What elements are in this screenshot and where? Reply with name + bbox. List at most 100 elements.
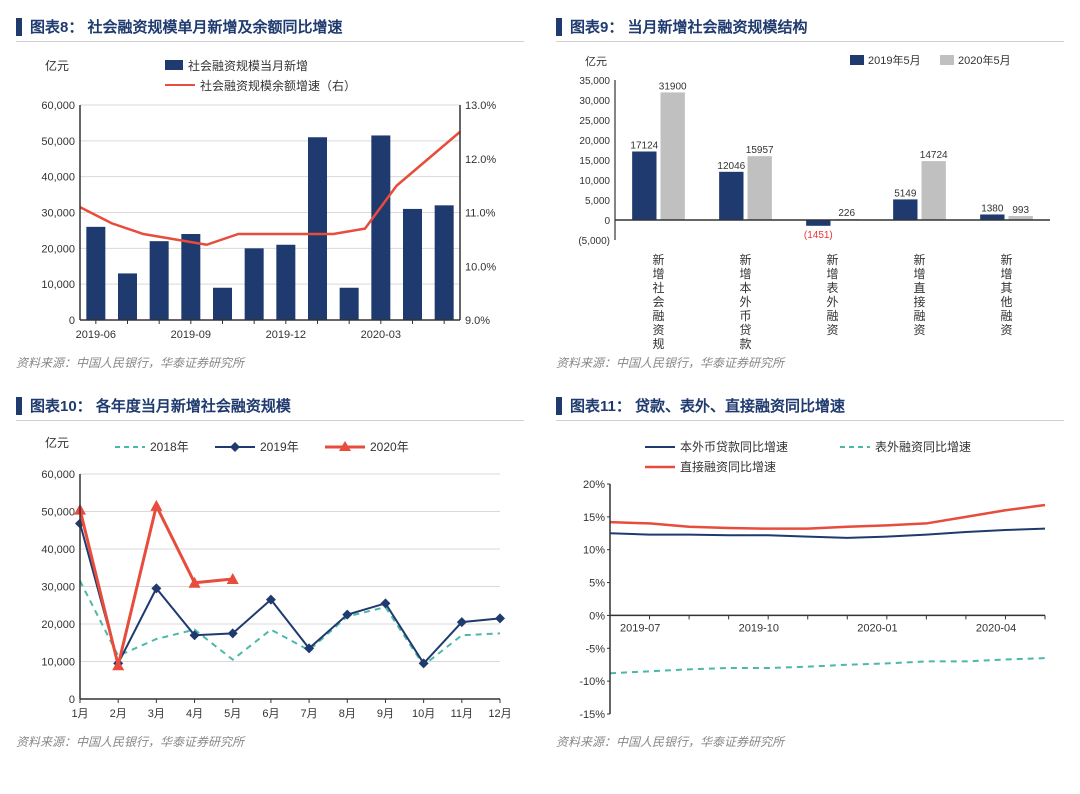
- svg-text:资: 资: [652, 323, 664, 337]
- svg-text:2020-04: 2020-04: [976, 622, 1016, 634]
- chart9-source: 资料来源：中国人民银行，华泰证券研究所: [556, 354, 1064, 371]
- svg-text:他: 他: [1000, 295, 1012, 309]
- svg-text:融: 融: [826, 309, 838, 323]
- chart10-title-bar: 图表10： 各年度当月新增社会融资规模: [16, 395, 524, 421]
- svg-text:2020-03: 2020-03: [361, 329, 401, 341]
- chart9-panel: 图表9： 当月新增社会融资规模结构 亿元2019年5月2020年5月(5,000…: [556, 16, 1064, 371]
- chart11-panel: 图表11： 贷款、表外、直接融资同比增速 本外币贷款同比增速 表外融资同比增速直接…: [556, 395, 1064, 750]
- svg-text:融: 融: [913, 309, 925, 323]
- svg-text:12月: 12月: [488, 708, 511, 720]
- svg-text:2019-10: 2019-10: [739, 622, 779, 634]
- svg-text:0: 0: [69, 694, 75, 706]
- svg-text:-15%: -15%: [579, 709, 605, 721]
- svg-text:2019年5月: 2019年5月: [868, 53, 921, 67]
- svg-text:接: 接: [913, 294, 925, 309]
- svg-text:30,000: 30,000: [579, 96, 610, 107]
- svg-text:增: 增: [652, 267, 664, 281]
- svg-text:社会融资规模余额增速（右）: 社会融资规模余额增速（右）: [200, 78, 356, 93]
- svg-text:资: 资: [1000, 323, 1012, 337]
- svg-text:6月: 6月: [262, 708, 279, 720]
- title-block-icon: [556, 18, 562, 36]
- svg-text:新: 新: [913, 252, 925, 267]
- chart8-title-bar: 图表8： 社会融资规模单月新增及余额同比增速: [16, 16, 524, 42]
- chart11-title-bar: 图表11： 贷款、表外、直接融资同比增速: [556, 395, 1064, 421]
- svg-text:10月: 10月: [412, 708, 435, 720]
- chart9-title: 图表9： 当月新增社会融资规模结构: [570, 16, 808, 37]
- svg-text:40,000: 40,000: [41, 544, 75, 556]
- svg-text:直接融资同比增速: 直接融资同比增速: [680, 459, 776, 474]
- svg-text:外: 外: [739, 295, 751, 309]
- svg-text:25,000: 25,000: [579, 116, 610, 127]
- svg-text:3月: 3月: [148, 708, 165, 720]
- title-block-icon: [16, 18, 22, 36]
- svg-text:10,000: 10,000: [41, 657, 75, 669]
- svg-text:30,000: 30,000: [41, 582, 75, 594]
- svg-text:2月: 2月: [110, 708, 127, 720]
- svg-text:款: 款: [739, 337, 751, 350]
- svg-text:增: 增: [913, 267, 925, 281]
- title-block-icon: [16, 397, 22, 415]
- svg-text:40,000: 40,000: [41, 172, 75, 184]
- svg-text:2019-09: 2019-09: [171, 329, 211, 341]
- svg-text:4月: 4月: [186, 708, 203, 720]
- chart9-title-bar: 图表9： 当月新增社会融资规模结构: [556, 16, 1064, 42]
- svg-text:35,000: 35,000: [579, 76, 610, 87]
- chart10-panel: 图表10： 各年度当月新增社会融资规模 亿元2018年2019年2020年010…: [16, 395, 524, 750]
- svg-text:1月: 1月: [71, 708, 88, 720]
- svg-text:增: 增: [826, 267, 838, 281]
- svg-text:226: 226: [838, 208, 855, 219]
- svg-text:7月: 7月: [301, 708, 318, 720]
- svg-text:50,000: 50,000: [41, 136, 75, 148]
- svg-text:表外融资同比增速: 表外融资同比增速: [875, 440, 971, 454]
- svg-text:2018年: 2018年: [150, 440, 189, 454]
- svg-text:社会融资规模当月新增: 社会融资规模当月新增: [188, 58, 308, 73]
- svg-text:20,000: 20,000: [41, 619, 75, 631]
- svg-text:2019-07: 2019-07: [620, 622, 660, 634]
- svg-text:-5%: -5%: [585, 643, 605, 655]
- svg-text:币: 币: [739, 309, 751, 323]
- svg-text:9.0%: 9.0%: [465, 315, 490, 327]
- chart10-title: 图表10： 各年度当月新增社会融资规模: [30, 395, 291, 416]
- chart10-body: 亿元2018年2019年2020年010,00020,00030,00040,0…: [16, 429, 524, 729]
- chart8-body: 亿元社会融资规模当月新增社会融资规模余额增速（右）010,00020,00030…: [16, 50, 524, 350]
- svg-text:10,000: 10,000: [579, 176, 610, 187]
- svg-text:30,000: 30,000: [41, 208, 75, 220]
- svg-text:15,000: 15,000: [579, 156, 610, 167]
- svg-text:本: 本: [739, 281, 751, 295]
- svg-text:资: 资: [826, 323, 838, 337]
- svg-text:60,000: 60,000: [41, 469, 75, 481]
- svg-text:资: 资: [913, 323, 925, 337]
- svg-text:直: 直: [913, 281, 925, 295]
- chart9-body: 亿元2019年5月2020年5月(5,000)05,00010,00015,00…: [556, 50, 1064, 350]
- svg-text:10,000: 10,000: [41, 279, 75, 291]
- svg-text:本外币贷款同比增速: 本外币贷款同比增速: [680, 440, 788, 454]
- svg-text:(5,000): (5,000): [578, 236, 610, 247]
- svg-text:亿元: 亿元: [45, 435, 69, 450]
- svg-text:12.0%: 12.0%: [465, 154, 496, 166]
- svg-text:993: 993: [1012, 205, 1029, 216]
- svg-text:0: 0: [69, 315, 75, 327]
- svg-text:8月: 8月: [339, 708, 356, 720]
- chart11-body: 本外币贷款同比增速表外融资同比增速直接融资同比增速-15%-10%-5%0%5%…: [556, 429, 1064, 729]
- svg-text:2019年: 2019年: [260, 440, 299, 454]
- chart11-title: 图表11： 贷款、表外、直接融资同比增速: [570, 395, 845, 416]
- svg-text:贷: 贷: [739, 323, 751, 337]
- svg-text:60,000: 60,000: [41, 100, 75, 112]
- chart8-title: 图表8： 社会融资规模单月新增及余额同比增速: [30, 16, 343, 37]
- svg-text:2019-12: 2019-12: [266, 329, 306, 341]
- svg-text:0: 0: [604, 216, 610, 227]
- svg-text:增: 增: [1000, 267, 1012, 281]
- svg-text:5149: 5149: [894, 188, 917, 199]
- chart8-panel: 图表8： 社会融资规模单月新增及余额同比增速 亿元 社会融资规模当月新增社会融资规…: [16, 16, 524, 371]
- svg-text:外: 外: [826, 295, 838, 309]
- chart8-source: 资料来源：中国人民银行，华泰证券研究所: [16, 354, 524, 371]
- svg-text:社: 社: [652, 280, 664, 295]
- svg-text:15%: 15%: [583, 512, 605, 524]
- svg-text:14724: 14724: [920, 150, 948, 161]
- svg-text:9月: 9月: [377, 708, 394, 720]
- svg-text:增: 增: [739, 267, 751, 281]
- svg-text:规: 规: [652, 336, 664, 350]
- svg-text:2020年5月: 2020年5月: [958, 53, 1011, 67]
- svg-text:亿元: 亿元: [45, 58, 69, 73]
- svg-text:20,000: 20,000: [579, 136, 610, 147]
